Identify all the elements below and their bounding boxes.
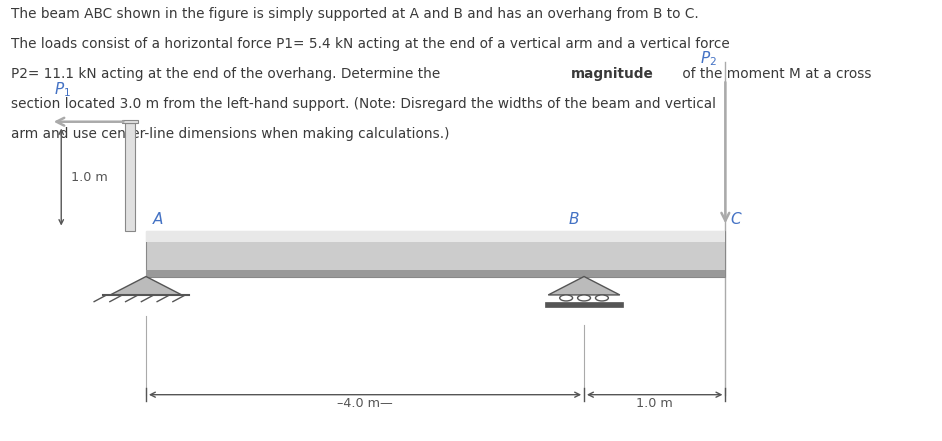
- Bar: [146, 269, 725, 277]
- Text: The loads consist of a horizontal force P1= 5.4 kN acting at the end of a vertic: The loads consist of a horizontal force …: [11, 37, 730, 51]
- Bar: [122, 120, 138, 123]
- Text: The beam ABC shown in the figure is simply supported at A and B and has an overh: The beam ABC shown in the figure is simp…: [11, 7, 699, 21]
- Text: magnitude: magnitude: [571, 67, 654, 81]
- Polygon shape: [110, 277, 182, 295]
- Text: –4.0 m—: –4.0 m—: [337, 397, 393, 410]
- Text: $P_1$: $P_1$: [54, 81, 71, 99]
- Text: $A$: $A$: [152, 211, 164, 227]
- Text: $P_2$: $P_2$: [700, 50, 717, 68]
- Text: magnitude: magnitude: [571, 67, 654, 81]
- Circle shape: [560, 295, 573, 301]
- Text: P2= 11.1 kN acting at the end of the overhang. Determine the: P2= 11.1 kN acting at the end of the ove…: [11, 67, 445, 81]
- Circle shape: [595, 295, 609, 301]
- Text: 1.0 m: 1.0 m: [636, 397, 674, 410]
- Text: $B$: $B$: [568, 211, 579, 227]
- Bar: [124, 123, 136, 231]
- Text: arm and use center-line dimensions when making calculations.): arm and use center-line dimensions when …: [11, 127, 449, 141]
- Text: section located 3.0 m from the left-hand support. (Note: Disregard the widths of: section located 3.0 m from the left-hand…: [11, 97, 716, 111]
- Text: of the moment M at a cross: of the moment M at a cross: [677, 67, 871, 81]
- Text: $C$: $C$: [730, 211, 742, 227]
- Text: 1.0 m: 1.0 m: [71, 171, 107, 183]
- Polygon shape: [548, 277, 620, 295]
- Circle shape: [577, 295, 591, 301]
- Bar: [146, 231, 725, 242]
- Bar: [146, 231, 725, 277]
- Bar: [544, 302, 624, 307]
